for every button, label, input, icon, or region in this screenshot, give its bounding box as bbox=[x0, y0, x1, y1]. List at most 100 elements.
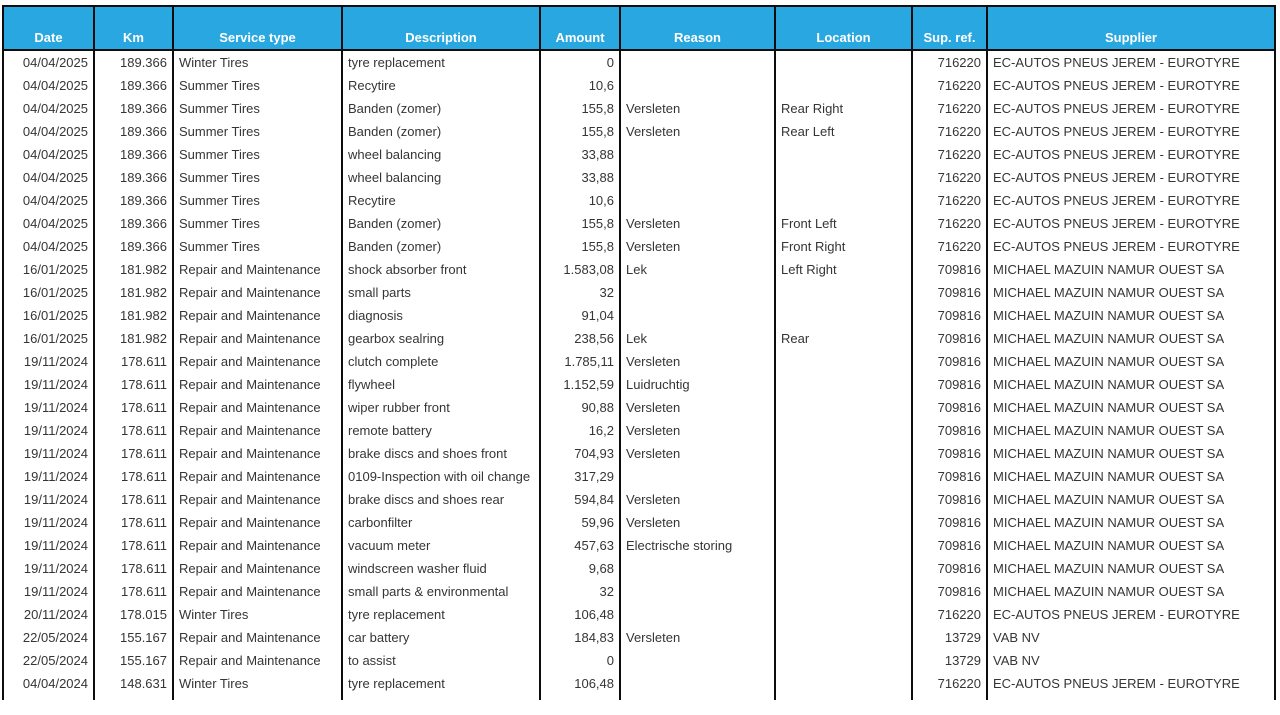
cell: 19/11/2024 bbox=[2, 580, 95, 603]
table-row: 19/11/2024 178.611 Repair and Maintenance f… bbox=[2, 373, 1276, 396]
column-header-description: Description bbox=[341, 5, 541, 51]
cell: 59,96 bbox=[539, 511, 621, 534]
cell: vacuum meter bbox=[341, 534, 541, 557]
cell: 181.982 bbox=[93, 304, 174, 327]
cell: 181.982 bbox=[93, 258, 174, 281]
cell: 716220 bbox=[911, 143, 988, 166]
cell: MICHAEL MAZUIN NAMUR OUEST SA bbox=[986, 396, 1276, 419]
cell: 178.611 bbox=[93, 442, 174, 465]
cell: car battery bbox=[341, 626, 541, 649]
cell: MICHAEL MAZUIN NAMUR OUEST SA bbox=[986, 304, 1276, 327]
cell: 33,88 bbox=[539, 143, 621, 166]
cell: 04/04/2025 bbox=[2, 74, 95, 97]
cell: 178.611 bbox=[93, 511, 174, 534]
cell: 189.366 bbox=[93, 120, 174, 143]
table-row: 20/11/2024 178.015 Winter Tires tyre replac… bbox=[2, 603, 1276, 626]
cell: Versleten bbox=[619, 350, 776, 373]
cell: Versleten bbox=[619, 396, 776, 419]
cell: Luidruchtig bbox=[619, 373, 776, 396]
cell bbox=[774, 557, 913, 580]
cell: windscreen washer fluid bbox=[341, 557, 541, 580]
cell: 04/04/2025 bbox=[2, 235, 95, 258]
column-header-supplier: Supplier bbox=[986, 5, 1276, 51]
cell: 709816 bbox=[911, 419, 988, 442]
cell: 16,2 bbox=[539, 419, 621, 442]
cell: 178.611 bbox=[93, 350, 174, 373]
cell: Banden (zomer) bbox=[341, 120, 541, 143]
cell: 32 bbox=[539, 580, 621, 603]
table-row: 04/04/2025 189.366 Summer Tires wheel balan… bbox=[2, 143, 1276, 166]
cell: Repair and Maintenance bbox=[172, 419, 343, 442]
cell bbox=[774, 189, 913, 212]
cell: 22/05/2024 bbox=[2, 626, 95, 649]
cell: Lek bbox=[619, 258, 776, 281]
spreadsheet-area: Date Km Service type Description Amount Reaso… bbox=[2, 5, 1276, 700]
cell bbox=[619, 580, 776, 603]
empty-cell bbox=[93, 695, 174, 700]
partial-empty-row bbox=[2, 695, 1276, 700]
cell bbox=[774, 672, 913, 695]
cell: 181.982 bbox=[93, 281, 174, 304]
cell: 594,84 bbox=[539, 488, 621, 511]
cell: 184,83 bbox=[539, 626, 621, 649]
cell: Versleten bbox=[619, 120, 776, 143]
cell: EC-AUTOS PNEUS JEREM - EUROTYRE bbox=[986, 50, 1276, 74]
table-body: 04/04/2025 189.366 Winter Tires tyre replac… bbox=[2, 50, 1276, 700]
empty-cell bbox=[2, 695, 95, 700]
cell bbox=[774, 511, 913, 534]
cell: 716220 bbox=[911, 97, 988, 120]
cell: 1.785,11 bbox=[539, 350, 621, 373]
empty-cell bbox=[911, 695, 988, 700]
cell bbox=[774, 281, 913, 304]
cell: wiper rubber front bbox=[341, 396, 541, 419]
cell: Electrische storing bbox=[619, 534, 776, 557]
cell: Versleten bbox=[619, 442, 776, 465]
cell: 04/04/2024 bbox=[2, 672, 95, 695]
cell: 0 bbox=[539, 50, 621, 74]
empty-cell bbox=[172, 695, 343, 700]
table-row: 04/04/2025 189.366 Summer Tires Banden (zom… bbox=[2, 235, 1276, 258]
cell: MICHAEL MAZUIN NAMUR OUEST SA bbox=[986, 442, 1276, 465]
cell: 709816 bbox=[911, 304, 988, 327]
cell: Rear Right bbox=[774, 97, 913, 120]
cell: 04/04/2025 bbox=[2, 189, 95, 212]
cell: diagnosis bbox=[341, 304, 541, 327]
table-row: 04/04/2024 148.631 Winter Tires tyre replac… bbox=[2, 672, 1276, 695]
empty-cell bbox=[774, 695, 913, 700]
cell: 19/11/2024 bbox=[2, 534, 95, 557]
cell: clutch complete bbox=[341, 350, 541, 373]
cell: 19/11/2024 bbox=[2, 557, 95, 580]
cell: 04/04/2025 bbox=[2, 212, 95, 235]
cell: Repair and Maintenance bbox=[172, 350, 343, 373]
cell: Repair and Maintenance bbox=[172, 511, 343, 534]
empty-cell bbox=[619, 695, 776, 700]
cell bbox=[619, 166, 776, 189]
table-row: 19/11/2024 178.611 Repair and Maintenance v… bbox=[2, 534, 1276, 557]
cell: 178.611 bbox=[93, 373, 174, 396]
cell: 189.366 bbox=[93, 189, 174, 212]
cell: 04/04/2025 bbox=[2, 120, 95, 143]
table-row: 16/01/2025 181.982 Repair and Maintenance s… bbox=[2, 281, 1276, 304]
cell bbox=[619, 465, 776, 488]
cell: 155,8 bbox=[539, 97, 621, 120]
cell: 709816 bbox=[911, 488, 988, 511]
cell: 709816 bbox=[911, 327, 988, 350]
cell bbox=[774, 580, 913, 603]
table-row: 19/11/2024 178.611 Repair and Maintenance b… bbox=[2, 442, 1276, 465]
cell: 709816 bbox=[911, 350, 988, 373]
cell: 106,48 bbox=[539, 672, 621, 695]
cell: 22/05/2024 bbox=[2, 649, 95, 672]
cell: 13729 bbox=[911, 649, 988, 672]
cell: MICHAEL MAZUIN NAMUR OUEST SA bbox=[986, 373, 1276, 396]
cell: Recytire bbox=[341, 189, 541, 212]
cell bbox=[774, 74, 913, 97]
cell: 709816 bbox=[911, 373, 988, 396]
cell: 10,6 bbox=[539, 74, 621, 97]
table-row: 04/04/2025 189.366 Winter Tires tyre replac… bbox=[2, 50, 1276, 74]
cell: flywheel bbox=[341, 373, 541, 396]
cell: Repair and Maintenance bbox=[172, 465, 343, 488]
cell: Versleten bbox=[619, 212, 776, 235]
cell: Winter Tires bbox=[172, 672, 343, 695]
cell: 1.583,08 bbox=[539, 258, 621, 281]
table-header: Date Km Service type Description Amount Reaso… bbox=[2, 5, 1276, 51]
